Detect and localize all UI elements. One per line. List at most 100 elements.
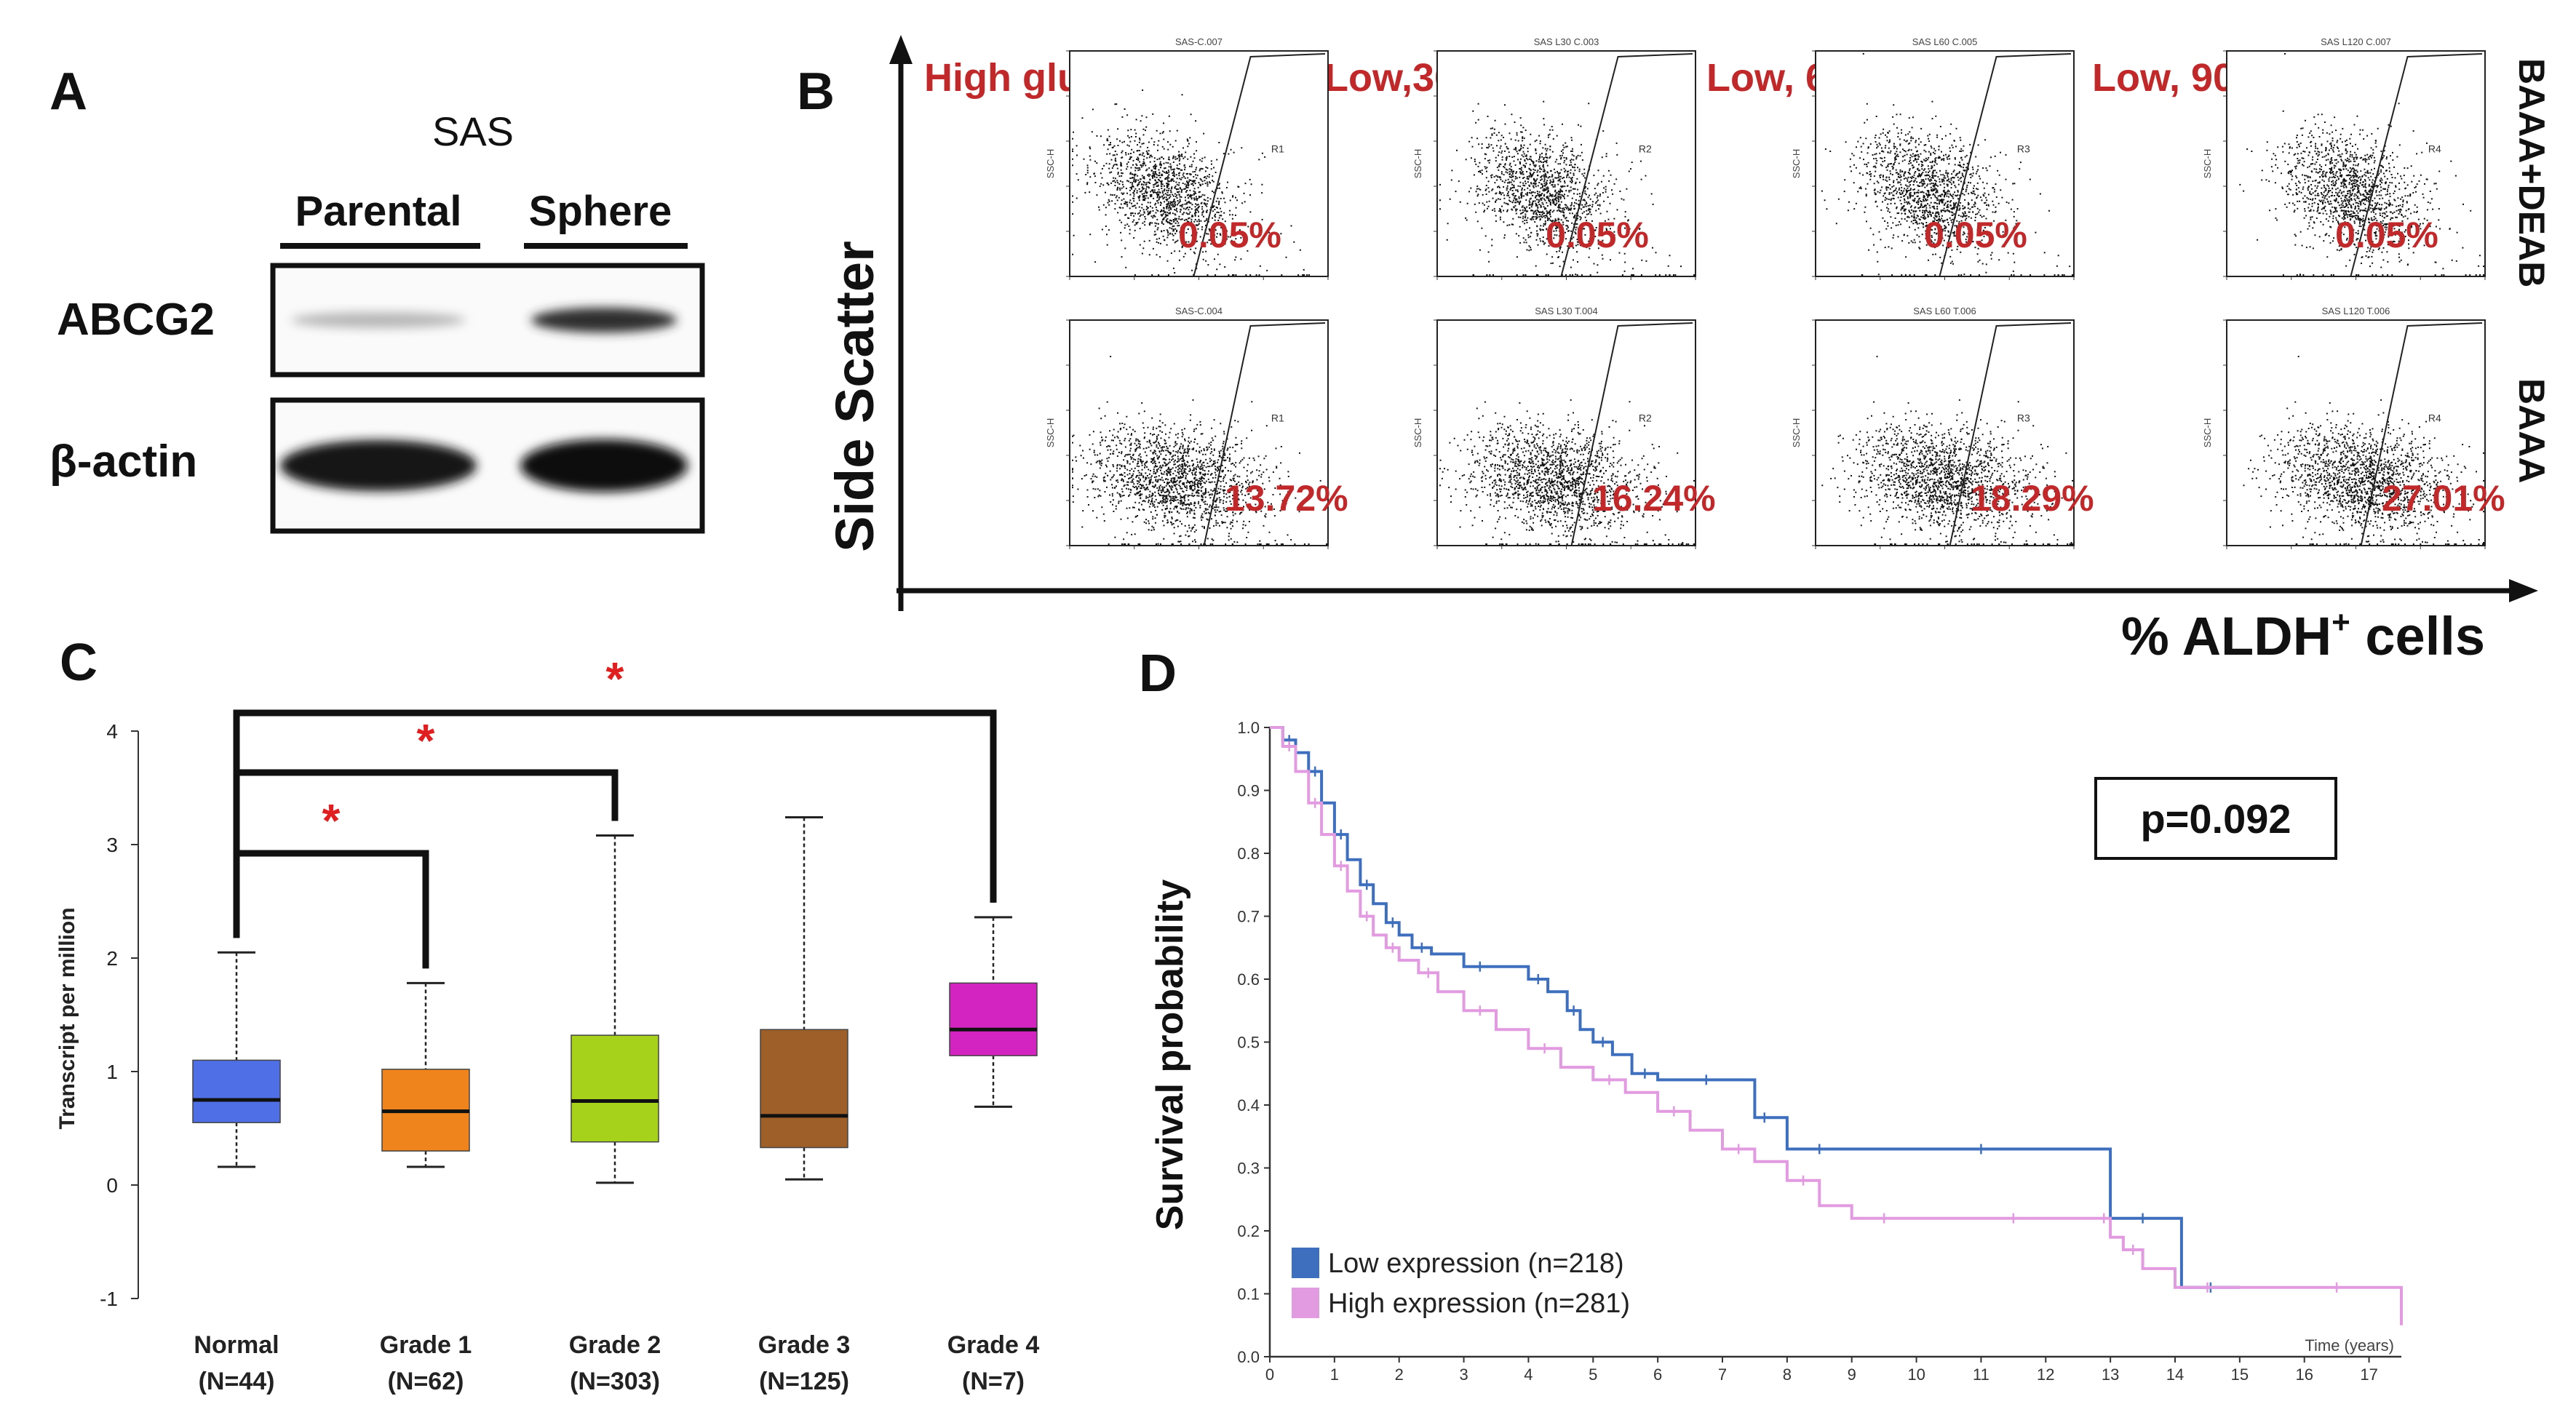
km-xtick-label: 1: [1330, 1365, 1339, 1384]
km-ytick-label: 0.8: [1237, 845, 1260, 863]
flow-plot-header: SAS L60 C.005: [1912, 36, 1978, 47]
km-ytick-label: 0.0: [1237, 1348, 1260, 1366]
flow-plot-grid: High glucose Low,30d Low, 60d Low, 90dSAS-C…: [924, 36, 2505, 549]
box-body: [571, 1034, 659, 1143]
km-xtick-label: 5: [1589, 1365, 1597, 1384]
km-xtick-label: 16: [2295, 1365, 2313, 1384]
flow-gate: [2360, 322, 2483, 546]
km-ytick-label: 0.5: [1237, 1034, 1260, 1052]
flow-percentage: 27.01%: [2382, 478, 2505, 519]
km-ytick-label: 0.2: [1237, 1222, 1260, 1240]
blot-bands: [280, 307, 688, 492]
significance-star: *: [322, 794, 341, 847]
box-category-label: Grade 3: [758, 1331, 851, 1359]
flow-plot-frame: [1815, 50, 2075, 277]
p-value-label: p=0.092: [2140, 796, 2291, 842]
cell-line-label: SAS: [432, 108, 514, 154]
boxplot-ytick-label: 4: [106, 720, 118, 743]
flow-gate: [1193, 53, 1326, 277]
lane-label-sphere: Sphere: [529, 188, 672, 235]
boxplot-chart: -1 0 1 2 3 4 Normal (N=44) Grade 1 (N=62) Grade 2 (…: [100, 653, 1039, 1395]
flow-gate-label: R2: [1639, 143, 1652, 155]
flow-gate-label: R4: [2428, 143, 2441, 155]
flow-events: [1072, 89, 1310, 276]
km-xtick-label: 11: [1973, 1365, 1989, 1384]
box-n-label: (N=125): [759, 1368, 849, 1395]
km-legend-swatch: [1292, 1248, 1319, 1278]
flow-percentage: 0.05%: [2335, 215, 2438, 255]
aldh-axis-label: % ALDH+ cells: [2121, 605, 2485, 666]
flow-ylabel: SSC-H: [2202, 418, 2213, 447]
box-category-label: Grade 4: [947, 1331, 1040, 1359]
flow-plot-r1-c1: SAS L30 T.004 SSC-H R2 16.24%: [1412, 306, 1716, 549]
flow-gate: [1203, 322, 1326, 546]
boxplot-ytick-label: -1: [100, 1288, 118, 1310]
box-category-label: Normal: [194, 1331, 279, 1359]
flow-ylabel: SSC-H: [2202, 149, 2213, 178]
km-xtick-label: 2: [1395, 1365, 1404, 1384]
km-ytick-label: 0.1: [1237, 1285, 1260, 1304]
flow-gate: [1560, 53, 1693, 277]
flow-ylabel: SSC-H: [1045, 418, 1056, 447]
flow-gate-label: R1: [1271, 412, 1284, 424]
panel-d: D Survival probability 0.0 0.1 0.2 0.3 0.4 0.…: [1139, 645, 2403, 1384]
box-n-label: (N=7): [962, 1368, 1025, 1395]
km-ytick-label: 0.9: [1237, 782, 1260, 800]
significance-star: *: [606, 653, 624, 705]
box-body: [949, 982, 1038, 1056]
km-xtick-label: 9: [1848, 1365, 1856, 1384]
flow-ylabel: SSC-H: [1412, 418, 1423, 447]
flow-events: [1072, 356, 1327, 545]
panel-b-letter: B: [797, 63, 835, 121]
km-xtick-label: 0: [1265, 1365, 1274, 1384]
km-chart: 0.00.10.20.30.40.50.60.70.80.91.00 1 2 3 4 5 6…: [1237, 719, 2403, 1384]
flow-plot-r1-c0: SAS-C.004 SSC-H R1 13.72%: [1045, 306, 1348, 549]
flow-ylabel: SSC-H: [1791, 418, 1802, 447]
flow-plot-r0-c2: SAS L60 C.005 SSC-H R3 0.05%: [1791, 36, 2075, 280]
km-ytick-label: 0.4: [1237, 1096, 1260, 1114]
flow-gate: [1570, 322, 1693, 546]
km-xtick-label: 4: [1524, 1365, 1533, 1384]
km-xtick-label: 8: [1783, 1365, 1792, 1384]
panel-c: C Transcript per million -1 0 1 2 3 4 Normal (N…: [55, 634, 1039, 1395]
flow-plot-frame: [1069, 50, 1329, 277]
row-label-baaa: BAAA: [2511, 378, 2552, 483]
km-y-label: Survival probability: [1149, 879, 1191, 1231]
km-legend-swatch: [1292, 1288, 1319, 1318]
box-body: [760, 1029, 848, 1149]
km-ytick-label: 1.0: [1237, 719, 1260, 737]
km-xtick-label: 3: [1459, 1365, 1468, 1384]
flow-gate-label: R4: [2428, 412, 2441, 424]
km-xtick-label: 10: [1907, 1365, 1925, 1384]
box-grade-2: Grade 2 (N=303): [569, 834, 661, 1395]
panel-d-letter: D: [1139, 645, 1177, 703]
blot-label-beta-actin: β-actin: [49, 436, 197, 487]
blot-label-abcg2: ABCG2: [57, 295, 215, 345]
flow-gate: [1949, 322, 2072, 546]
flow-plot-frame: [1815, 319, 2075, 546]
flow-percentage: 0.05%: [1924, 215, 2027, 255]
km-xtick-label: 6: [1653, 1365, 1662, 1384]
boxplot-y-label: Transcript per million: [55, 907, 79, 1129]
significance-star: *: [417, 714, 435, 767]
flow-gate: [1939, 53, 2072, 277]
flow-percentage: 13.72%: [1225, 478, 1348, 519]
flow-plot-header: SAS-C.004: [1175, 306, 1223, 316]
flow-plot-r0-c1: SAS L30 C.003 SSC-H R2 0.05%: [1412, 36, 1696, 280]
flow-ylabel: SSC-H: [1045, 149, 1056, 178]
km-x-label: Time (years): [2305, 1336, 2394, 1355]
blot-band-abcg2-sphere: [531, 307, 677, 333]
significance-bracket: [233, 709, 997, 938]
km-legend-label: High expression (n=281): [1328, 1288, 1630, 1319]
flow-percentage: 0.05%: [1546, 215, 1649, 255]
km-ytick-label: 0.6: [1237, 970, 1260, 989]
box-n-label: (N=303): [570, 1368, 660, 1395]
flow-gate: [2350, 53, 2483, 277]
km-xtick-label: 7: [1718, 1365, 1727, 1384]
flow-plot-frame: [2226, 50, 2486, 277]
flow-plot-r1-c3: SAS L120 T.006 SSC-H R4 27.01%: [2202, 306, 2505, 549]
lane-label-parental: Parental: [295, 188, 462, 235]
box-grade-3: Grade 3 (N=125): [758, 816, 851, 1395]
box-category-label: Grade 2: [569, 1331, 661, 1359]
p-value-box: [2094, 777, 2337, 860]
